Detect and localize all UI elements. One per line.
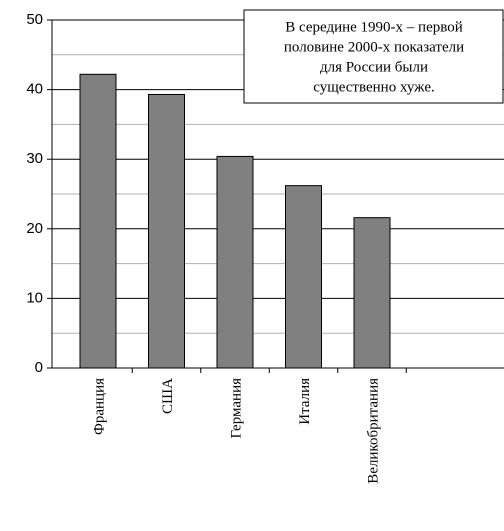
x-tick-label: Великобритания <box>365 378 381 484</box>
bar <box>216 155 254 369</box>
y-tick-label: 0 <box>35 359 43 376</box>
x-tick-label: США <box>160 378 176 414</box>
annotation-box <box>243 9 504 104</box>
y-tick-label: 30 <box>26 150 43 167</box>
y-tick-label: 50 <box>26 11 43 28</box>
x-tick-label: Италия <box>297 378 313 425</box>
annotation-text: существенно хуже. <box>313 79 435 95</box>
annotation-text: для России были <box>320 59 428 75</box>
annotation-text: половине 2000-х показатели <box>284 39 464 55</box>
annotation-text: В середине 1990-х – первой <box>285 19 463 35</box>
bar <box>148 93 185 369</box>
x-tick-label: Франция <box>91 378 107 435</box>
bar <box>79 73 117 369</box>
bar <box>285 185 322 369</box>
bar <box>353 217 391 369</box>
y-tick-label: 10 <box>26 289 43 306</box>
y-tick-label: 40 <box>26 81 43 98</box>
x-tick-label: Германия <box>228 378 244 439</box>
y-tick-label: 20 <box>26 220 43 237</box>
